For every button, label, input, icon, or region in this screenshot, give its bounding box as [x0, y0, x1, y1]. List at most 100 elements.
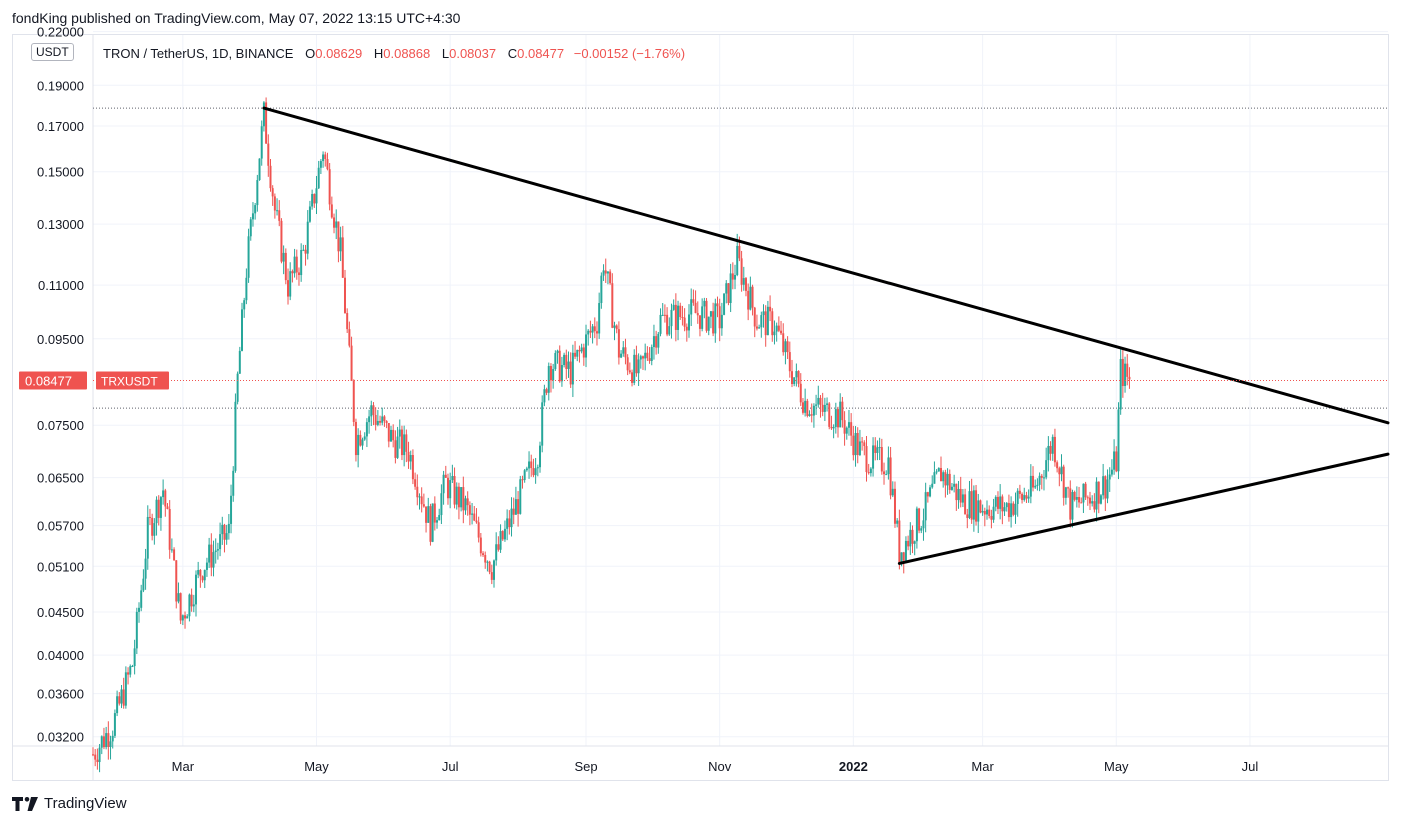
candle-body	[411, 455, 414, 480]
candle-body	[521, 479, 524, 481]
legend-change: −0.00152 (−1.76%)	[573, 46, 686, 61]
candle-body	[260, 126, 263, 159]
currency-badge[interactable]: USDT	[31, 43, 74, 61]
candle-body	[775, 325, 778, 332]
candle-body	[477, 522, 480, 538]
candle-body	[409, 455, 412, 462]
candle-body	[950, 486, 953, 490]
candle-body	[348, 329, 351, 346]
candle-body	[904, 540, 907, 561]
candle-body	[718, 306, 721, 329]
candle-body	[795, 371, 798, 378]
symbol-tag-box	[96, 371, 169, 390]
candle-body	[431, 503, 434, 542]
candle-body	[738, 245, 741, 259]
candle-body	[276, 210, 279, 212]
candle-body	[403, 434, 406, 456]
candle-body	[1113, 451, 1116, 470]
last-price-label: 0.08477	[25, 373, 72, 388]
last-price-box	[19, 371, 87, 390]
candle-body	[179, 593, 182, 621]
candle-body	[937, 468, 940, 472]
candle-body	[243, 300, 246, 310]
candle-body	[337, 221, 340, 252]
candle-body	[116, 696, 119, 714]
candle-body	[663, 314, 666, 316]
candle-body	[1025, 495, 1028, 499]
candle-body	[646, 352, 649, 359]
trendlines	[262, 106, 1390, 565]
candle-body	[801, 402, 804, 413]
candle-body	[883, 471, 886, 475]
footer[interactable]: TradingView	[12, 795, 127, 812]
candle-body	[92, 754, 94, 756]
candle-body	[497, 544, 500, 550]
price-tick-label: 0.05100	[37, 559, 84, 574]
candle-body	[414, 479, 417, 487]
candle-body	[133, 648, 136, 667]
candle-body	[425, 506, 428, 523]
legend-symbol[interactable]: TRON / TetherUS, 1D, BINANCE	[103, 46, 294, 61]
candle-body	[1069, 488, 1072, 520]
candle-body	[335, 221, 338, 228]
candle-body	[961, 494, 964, 503]
candle-body	[138, 607, 141, 612]
candle-body	[560, 365, 563, 382]
candle-body	[679, 305, 682, 318]
candle-body	[212, 552, 215, 568]
candle-body	[365, 422, 368, 437]
candle-body	[574, 352, 577, 357]
candle-body	[232, 470, 235, 496]
candle-body	[631, 372, 634, 383]
candle-body	[992, 506, 995, 520]
candle-body	[1058, 468, 1061, 475]
candle-body	[315, 188, 318, 204]
candle-body	[273, 196, 276, 211]
candle-body	[297, 272, 300, 276]
candle-body	[1014, 503, 1017, 515]
candle-body	[747, 290, 750, 310]
candle-body	[199, 570, 202, 577]
candle-body	[876, 447, 879, 453]
candle-body	[624, 347, 627, 358]
candle-body	[668, 326, 671, 335]
chart-frame[interactable]	[12, 34, 1389, 781]
candle-body	[234, 401, 237, 471]
candle-body	[457, 486, 460, 508]
candle-body	[771, 311, 774, 336]
candle-body	[1045, 460, 1048, 478]
candle-body	[880, 447, 883, 472]
candle-body	[957, 488, 960, 501]
candle-body	[981, 511, 984, 513]
candle-body	[357, 434, 360, 456]
candle-body	[462, 487, 465, 511]
candle-body	[184, 615, 187, 619]
candle-body	[913, 541, 916, 544]
candle-body	[716, 303, 719, 307]
candle-body	[473, 513, 476, 521]
candle-body	[723, 293, 726, 315]
legend-low-label: L	[441, 46, 450, 61]
candle-body	[1003, 507, 1006, 512]
candle-body	[725, 283, 728, 294]
candle-body	[1005, 503, 1008, 508]
candle-body	[810, 414, 813, 416]
candle-body	[1071, 491, 1074, 520]
candle-body	[311, 194, 314, 207]
candle-body	[762, 311, 765, 316]
candle-body	[501, 531, 504, 540]
candle-body	[468, 505, 471, 515]
candle-body	[256, 180, 259, 206]
candle-body	[372, 405, 375, 415]
candle-body	[429, 506, 432, 542]
candle-body	[508, 518, 511, 528]
candle-body	[946, 473, 949, 486]
candle-body	[135, 611, 138, 649]
candle-body	[617, 329, 620, 358]
candle-body	[582, 347, 585, 358]
candle-body	[666, 314, 669, 335]
candle-body	[808, 414, 811, 416]
candle-body	[773, 331, 776, 336]
candle-body	[181, 615, 184, 621]
